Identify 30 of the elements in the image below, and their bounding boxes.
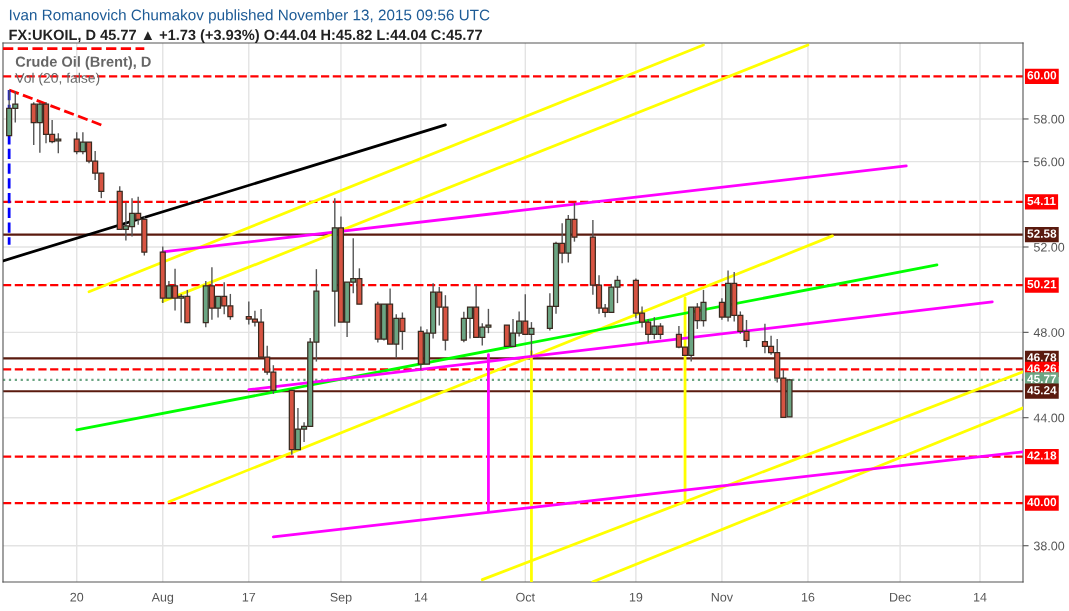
x-tick-label: Nov	[711, 592, 733, 602]
x-tick-label: 17	[242, 592, 256, 602]
chart-title: Ivan Romanovich Chumakov published November 13, 2015 09:56 UTC	[9, 9, 490, 24]
chart-subtitle: FX:UKOIL, D 45.77 ▲ +1.73 (+3.93%) O:44.04 H:45.82 L:44.04 C:45.77	[9, 29, 482, 43]
y-tick-label: 56.00	[1033, 157, 1065, 167]
x-tick-label: 16	[801, 592, 815, 602]
y-tick-label: 38.00	[1033, 541, 1065, 551]
x-tick-label: Aug	[151, 592, 174, 605]
y-tick-label: 44.00	[1033, 413, 1065, 423]
y-tick-label: 48.00	[1033, 328, 1065, 337]
ref-line-label: 52.58	[1027, 229, 1057, 238]
x-tick-label: Sep	[330, 592, 352, 605]
ref-line-label: 54.11	[1027, 196, 1056, 206]
ref-line-label: 45.24	[1027, 386, 1057, 395]
y-tick-label: 52.00	[1033, 242, 1065, 252]
ref-line-label: 60.00	[1027, 71, 1057, 80]
ref-line-label: 50.21	[1027, 280, 1057, 289]
ref-line-label: 40.00	[1027, 497, 1057, 507]
x-tick-label: Oct	[516, 592, 535, 602]
y-tick-label: 58.00	[1033, 114, 1065, 124]
x-tick-label: 20	[70, 592, 84, 602]
ref-line-label: 45.77	[1027, 374, 1057, 384]
x-tick-label: Dec	[890, 592, 911, 602]
annotation: Crude Oil (Brent), D	[15, 56, 151, 70]
ref-line-label: 46.26	[1027, 364, 1057, 373]
x-tick-label: 14	[414, 592, 428, 602]
ref-line-label: 46.78	[1027, 353, 1057, 362]
ref-line-label: 42.18	[1027, 451, 1057, 460]
x-tick-label: 19	[629, 592, 643, 602]
x-tick-label: 14	[973, 592, 987, 602]
